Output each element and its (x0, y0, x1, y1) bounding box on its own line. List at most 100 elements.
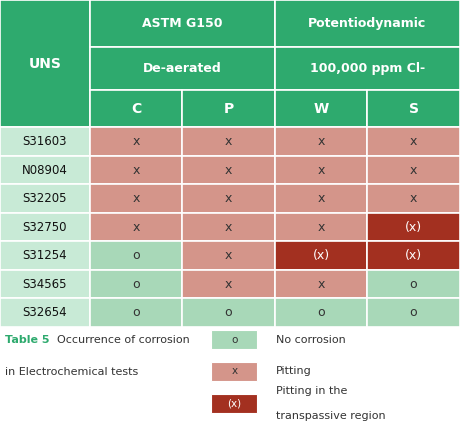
Bar (0, 270, 90, 298)
Bar (182, 298, 275, 327)
Bar (182, 213, 275, 242)
Text: o: o (410, 278, 417, 291)
Text: x: x (132, 164, 140, 177)
Bar (367, 127, 460, 156)
Text: o: o (132, 278, 140, 291)
Bar (275, 47, 460, 90)
Text: o: o (225, 306, 232, 319)
Bar (211, 330, 257, 349)
Text: Occurrence of corrosion: Occurrence of corrosion (50, 336, 190, 346)
Text: x: x (410, 135, 417, 148)
Bar (275, 213, 367, 242)
Text: UNS: UNS (28, 57, 61, 71)
Text: x: x (317, 135, 325, 148)
Text: W: W (313, 102, 328, 116)
Text: x: x (225, 278, 232, 291)
Text: S31254: S31254 (23, 249, 67, 262)
Text: S32654: S32654 (23, 306, 67, 319)
Bar (90, 47, 275, 90)
Bar (275, 270, 367, 298)
Bar (182, 184, 275, 213)
Bar (367, 156, 460, 184)
Text: S: S (409, 102, 419, 116)
Text: o: o (317, 306, 325, 319)
Text: x: x (225, 192, 232, 205)
Text: x: x (132, 135, 140, 148)
Bar (90, 156, 182, 184)
Bar (90, 298, 182, 327)
Text: N08904: N08904 (22, 164, 68, 177)
Text: De-aerated: De-aerated (143, 62, 221, 75)
Bar (90, 184, 182, 213)
Bar (90, 242, 182, 270)
Bar (0, 184, 90, 213)
Bar (0, 0, 90, 127)
Text: x: x (225, 135, 232, 148)
Bar (0, 127, 90, 156)
Bar (182, 242, 275, 270)
Text: x: x (317, 221, 325, 234)
Text: No corrosion: No corrosion (276, 335, 346, 345)
Text: (x): (x) (405, 221, 422, 234)
Bar (182, 270, 275, 298)
Text: o: o (231, 335, 237, 345)
Text: x: x (132, 192, 140, 205)
Bar (0, 156, 90, 184)
Text: x: x (225, 221, 232, 234)
Text: x: x (231, 366, 237, 376)
Text: transpassive region: transpassive region (276, 411, 385, 421)
Bar (367, 270, 460, 298)
Text: S31603: S31603 (23, 135, 67, 148)
Bar (367, 213, 460, 242)
Bar (90, 270, 182, 298)
Text: x: x (225, 164, 232, 177)
Text: ASTM G150: ASTM G150 (142, 17, 222, 30)
Bar (275, 127, 367, 156)
Bar (275, 156, 367, 184)
Text: S32750: S32750 (23, 221, 67, 234)
Text: o: o (410, 306, 417, 319)
Bar (90, 0, 275, 47)
Bar (0, 298, 90, 327)
Bar (211, 362, 257, 381)
Text: (x): (x) (228, 398, 242, 408)
Text: o: o (132, 249, 140, 262)
Text: x: x (410, 164, 417, 177)
Bar (182, 127, 275, 156)
Text: S34565: S34565 (23, 278, 67, 291)
Bar (211, 394, 257, 413)
Bar (90, 213, 182, 242)
Bar (182, 156, 275, 184)
Bar (367, 242, 460, 270)
Text: Potentiodynamic: Potentiodynamic (308, 17, 427, 30)
Bar (275, 0, 460, 47)
Text: S32205: S32205 (23, 192, 67, 205)
Text: x: x (317, 278, 325, 291)
Bar (367, 184, 460, 213)
Text: P: P (223, 102, 234, 116)
Text: 100,000 ppm Cl-: 100,000 ppm Cl- (310, 62, 425, 75)
Bar (90, 127, 182, 156)
Text: o: o (132, 306, 140, 319)
Text: x: x (225, 249, 232, 262)
Text: (x): (x) (312, 249, 329, 262)
Bar (0, 242, 90, 270)
Bar (275, 90, 367, 127)
Bar (275, 298, 367, 327)
Text: x: x (410, 192, 417, 205)
Bar (90, 90, 182, 127)
Text: (x): (x) (405, 249, 422, 262)
Bar (275, 184, 367, 213)
Text: in Electrochemical tests: in Electrochemical tests (5, 367, 138, 377)
Bar (367, 90, 460, 127)
Text: Pitting: Pitting (276, 366, 311, 376)
Bar (182, 90, 275, 127)
Bar (0, 213, 90, 242)
Text: x: x (132, 221, 140, 234)
Text: x: x (317, 164, 325, 177)
Text: Pitting in the: Pitting in the (276, 385, 347, 396)
Text: Table 5: Table 5 (5, 336, 49, 346)
Bar (275, 242, 367, 270)
Text: C: C (131, 102, 141, 116)
Bar (367, 298, 460, 327)
